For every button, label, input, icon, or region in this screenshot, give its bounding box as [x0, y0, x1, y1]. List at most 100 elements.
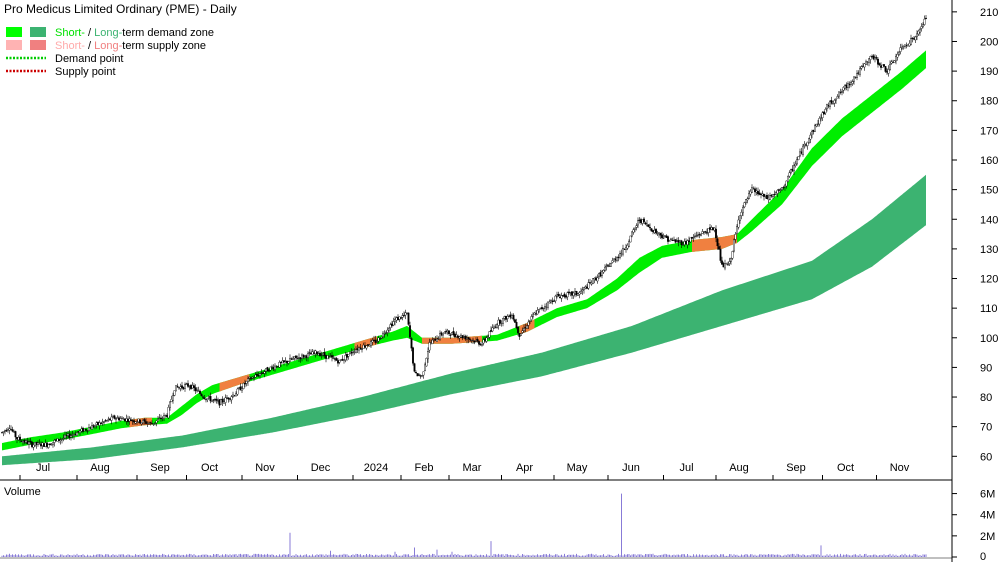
y-tick-label: 140	[980, 214, 998, 226]
candle-body	[893, 60, 896, 63]
candle-body	[221, 398, 224, 403]
candle-body	[23, 440, 26, 443]
candle-body	[19, 436, 21, 441]
x-tick-label: May	[567, 462, 588, 474]
candle-body	[496, 324, 498, 329]
candle-body	[193, 385, 195, 388]
candle-body	[752, 188, 755, 190]
candle-body	[133, 420, 135, 423]
candle-body	[575, 291, 578, 296]
candle-body	[64, 434, 66, 439]
candle-body	[616, 257, 618, 261]
short-term-supply-segment	[219, 374, 250, 392]
candle-body	[154, 422, 156, 424]
candle-body	[722, 263, 725, 268]
candle-body	[653, 229, 656, 233]
candle-body	[439, 333, 441, 340]
candle-body	[775, 192, 777, 195]
candle-body	[233, 395, 236, 397]
candle-body	[695, 235, 698, 237]
candle-body	[175, 385, 177, 392]
candle-body	[40, 444, 42, 447]
candle-body	[343, 359, 345, 361]
candle-body	[410, 338, 413, 349]
candle-body	[682, 244, 684, 246]
candle-body	[142, 420, 144, 424]
candle-body	[814, 125, 816, 132]
candle-body	[166, 415, 168, 417]
candle-body	[178, 387, 180, 389]
candle-body	[473, 340, 476, 343]
candle-body	[215, 399, 218, 401]
candle-body	[295, 355, 297, 358]
volume-label: Volume	[4, 486, 41, 498]
candle-body	[382, 332, 384, 337]
candle-body	[32, 444, 35, 448]
candle-body	[632, 229, 635, 233]
candle-body	[442, 333, 444, 336]
candle-body	[587, 282, 590, 289]
candle-body	[415, 372, 417, 374]
candle-body	[214, 399, 216, 401]
candle-body	[866, 61, 869, 63]
candle-body	[812, 129, 815, 132]
candle-body	[853, 76, 855, 82]
candle-body	[194, 387, 197, 392]
candle-body	[481, 344, 483, 346]
volume-axis-ticks: 0 2M 4M 6M	[952, 489, 995, 562]
candle-body	[247, 378, 249, 383]
candle-body	[328, 355, 330, 357]
candle-body	[850, 82, 852, 85]
candle-body	[734, 234, 737, 240]
candle-body	[475, 340, 477, 342]
candle-body	[367, 344, 369, 346]
candle-body	[160, 418, 162, 420]
candle-body	[320, 354, 323, 356]
candle-body	[913, 38, 915, 40]
candle-body	[569, 292, 572, 294]
candle-body	[890, 61, 893, 64]
candle-body	[44, 442, 47, 447]
candle-body	[779, 189, 782, 191]
candle-body	[832, 101, 834, 104]
candle-body	[29, 440, 32, 443]
candle-body	[643, 218, 645, 222]
candle-body	[674, 239, 677, 243]
candle-body	[662, 237, 665, 239]
candle-body	[323, 352, 326, 357]
candle-body	[584, 286, 587, 289]
candle-body	[604, 267, 606, 271]
candle-body	[583, 287, 585, 290]
candle-body	[548, 301, 551, 304]
candle-body	[437, 338, 440, 340]
candle-body	[821, 112, 824, 119]
candle-body	[500, 322, 503, 324]
candle-body	[806, 141, 809, 146]
candle-body	[311, 351, 314, 355]
candle-body	[418, 374, 420, 376]
candle-body	[875, 57, 878, 59]
candle-body	[599, 272, 602, 277]
candle-body	[74, 433, 77, 436]
candle-body	[92, 425, 95, 428]
candle-body	[368, 345, 371, 347]
y-tick-label: 80	[980, 392, 992, 404]
price-candles	[1, 15, 927, 451]
candle-body	[440, 332, 443, 336]
candle-body	[763, 193, 765, 197]
x-axis-ticks: Jul Aug Sep Oct Nov Dec 2024 Feb Mar Apr May Jun Jul…	[19, 462, 910, 480]
candle-body	[463, 336, 465, 338]
candle-body	[283, 360, 285, 363]
candle-body	[758, 192, 761, 195]
candle-body	[359, 347, 362, 350]
y-axis-ticks: 60 70 80 90 100 110 120 130 140 150 160 170 180 190 20…	[952, 7, 998, 463]
candle-body	[517, 326, 519, 333]
x-tick-label: Sep	[786, 462, 806, 474]
candle-body	[709, 227, 711, 230]
candle-body	[205, 399, 207, 401]
candle-body	[88, 427, 90, 432]
candle-body	[269, 366, 272, 371]
candle-body	[403, 315, 405, 317]
candle-body	[167, 407, 170, 419]
